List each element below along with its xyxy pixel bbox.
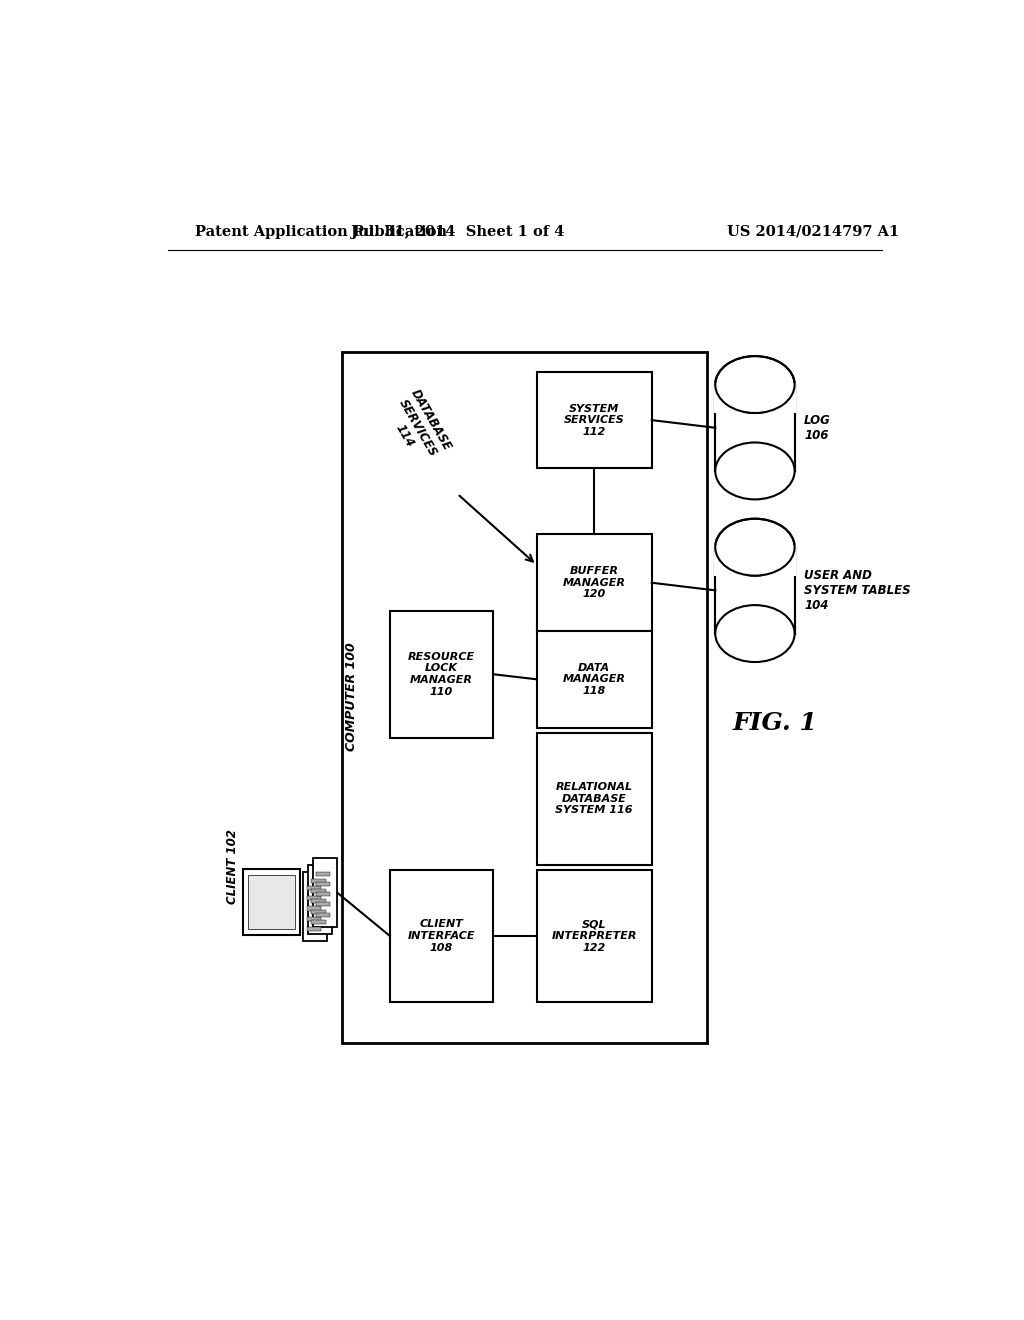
Bar bbox=[316, 873, 331, 876]
Text: BUFFER
MANAGER
120: BUFFER MANAGER 120 bbox=[563, 566, 626, 599]
Text: USER AND
SYSTEM TABLES
104: USER AND SYSTEM TABLES 104 bbox=[804, 569, 910, 612]
Bar bbox=[311, 890, 326, 894]
Bar bbox=[537, 372, 651, 469]
Bar bbox=[306, 927, 321, 931]
Text: CLIENT 102: CLIENT 102 bbox=[226, 829, 239, 904]
Bar bbox=[306, 886, 321, 890]
Ellipse shape bbox=[716, 605, 795, 663]
Bar bbox=[316, 903, 331, 907]
Bar bbox=[714, 545, 797, 576]
Bar bbox=[715, 384, 795, 471]
Bar bbox=[243, 869, 300, 935]
Ellipse shape bbox=[716, 356, 795, 413]
Bar bbox=[714, 383, 797, 413]
Text: LOG
106: LOG 106 bbox=[804, 413, 830, 442]
Bar bbox=[311, 909, 326, 913]
Ellipse shape bbox=[716, 442, 795, 499]
Bar bbox=[313, 858, 337, 927]
Bar bbox=[537, 733, 651, 865]
Bar bbox=[306, 907, 321, 911]
Text: COMPUTER 100: COMPUTER 100 bbox=[345, 643, 358, 751]
Bar bbox=[303, 873, 328, 941]
Bar bbox=[311, 879, 326, 883]
Bar bbox=[537, 870, 651, 1002]
Bar bbox=[537, 535, 651, 631]
Text: CLIENT
INTERFACE
108: CLIENT INTERFACE 108 bbox=[408, 919, 475, 953]
Text: DATABASE
SERVICES
114: DATABASE SERVICES 114 bbox=[382, 388, 454, 469]
Bar bbox=[308, 865, 332, 935]
Bar bbox=[537, 631, 651, 727]
Bar bbox=[715, 548, 795, 634]
Text: DATA
MANAGER
118: DATA MANAGER 118 bbox=[563, 663, 626, 696]
Text: SYSTEM
SERVICES
112: SYSTEM SERVICES 112 bbox=[564, 404, 625, 437]
Text: RESOURCE
LOCK
MANAGER
110: RESOURCE LOCK MANAGER 110 bbox=[408, 652, 475, 697]
Ellipse shape bbox=[716, 519, 795, 576]
Bar bbox=[390, 870, 494, 1002]
Bar bbox=[311, 899, 326, 903]
Bar bbox=[316, 882, 331, 886]
Text: RELATIONAL
DATABASE
SYSTEM 116: RELATIONAL DATABASE SYSTEM 116 bbox=[555, 783, 633, 816]
Text: Patent Application Publication: Patent Application Publication bbox=[196, 224, 447, 239]
Bar bbox=[316, 912, 331, 916]
Bar bbox=[248, 875, 296, 929]
Text: US 2014/0214797 A1: US 2014/0214797 A1 bbox=[727, 224, 899, 239]
Bar bbox=[306, 896, 321, 900]
Bar bbox=[311, 920, 326, 924]
Text: Jul. 31, 2014  Sheet 1 of 4: Jul. 31, 2014 Sheet 1 of 4 bbox=[350, 224, 564, 239]
Bar bbox=[342, 351, 708, 1043]
Bar bbox=[390, 611, 494, 738]
Bar bbox=[316, 892, 331, 896]
Bar bbox=[306, 916, 321, 921]
Text: SQL
INTERPRETER
122: SQL INTERPRETER 122 bbox=[552, 919, 637, 953]
Text: FIG. 1: FIG. 1 bbox=[732, 710, 817, 734]
